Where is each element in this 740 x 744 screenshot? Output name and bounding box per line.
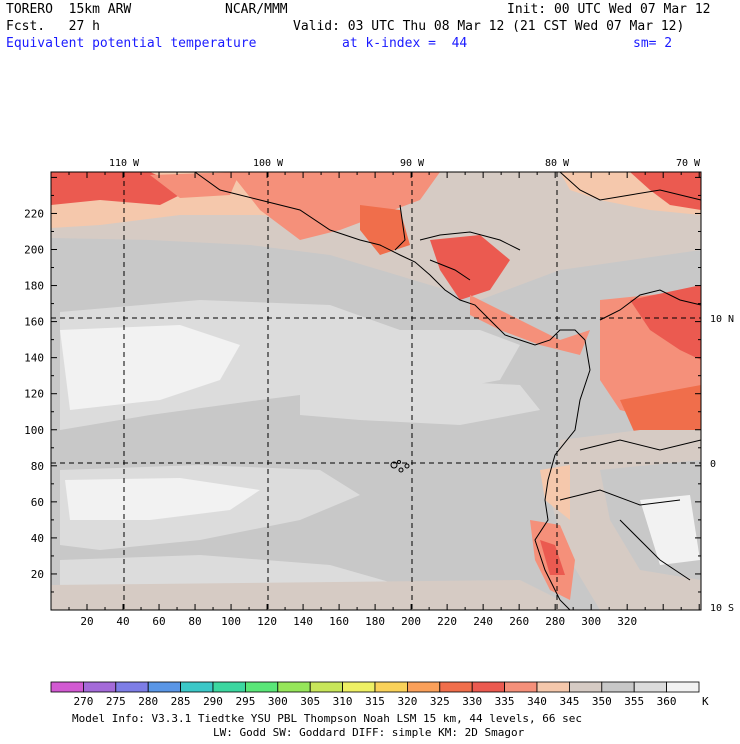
y-tick-label: 120 xyxy=(24,388,44,401)
lon-label: 110 W xyxy=(109,158,140,169)
x-tick-label: 160 xyxy=(329,615,349,628)
lon-label: 100 W xyxy=(253,158,284,169)
level-index: at k-index = 44 xyxy=(342,36,468,51)
lon-label: 80 W xyxy=(545,158,570,169)
colorbar-label: 315 xyxy=(365,695,385,708)
lat-label: 0 xyxy=(710,459,716,470)
galapagos-islands xyxy=(390,460,410,473)
x-tick-label: 240 xyxy=(473,615,493,628)
coastlines xyxy=(194,171,702,611)
x-tick-label: 300 xyxy=(581,615,601,628)
x-tick-label: 220 xyxy=(437,615,457,628)
colorbar-swatch xyxy=(536,681,570,693)
colorbar-unit: K xyxy=(702,695,709,708)
forecast-hour: Fcst. 27 h xyxy=(6,19,100,34)
lon-label: 70 W xyxy=(676,158,701,169)
colorbar-label: 345 xyxy=(559,695,579,708)
x-tick-label: 40 xyxy=(116,615,129,628)
y-tick-label: 140 xyxy=(24,352,44,365)
graticule xyxy=(51,172,701,610)
colorbar-label: 295 xyxy=(235,695,255,708)
colorbar-swatch xyxy=(439,681,473,693)
y-tick-label: 200 xyxy=(24,244,44,257)
x-tick-label: 180 xyxy=(365,615,385,628)
colorbar-label: 360 xyxy=(657,695,677,708)
colorbar-swatch xyxy=(147,681,181,693)
colorbar-swatch xyxy=(180,681,214,693)
colorbar-swatch xyxy=(50,681,84,693)
y-tick-label: 180 xyxy=(24,280,44,293)
colorbar-swatch xyxy=(277,681,311,693)
x-tick-label: 320 xyxy=(617,615,637,628)
x-tick-label: 60 xyxy=(152,615,165,628)
x-tick-label: 100 xyxy=(221,615,241,628)
x-tick-label: 200 xyxy=(401,615,421,628)
colorbar-label: 305 xyxy=(300,695,320,708)
init-time: Init: 00 UTC Wed 07 Mar 12 xyxy=(507,2,711,17)
y-tick-label: 40 xyxy=(31,532,44,545)
y-tick-label: 220 xyxy=(24,207,44,220)
colorbar-label: 355 xyxy=(624,695,644,708)
colorbar-label: 330 xyxy=(462,695,482,708)
x-tick-label: 280 xyxy=(545,615,565,628)
colorbar-swatch xyxy=(342,681,376,693)
lon-label: 90 W xyxy=(400,158,425,169)
x-tick-label: 80 xyxy=(188,615,201,628)
colorbar-swatch xyxy=(309,681,344,693)
colorbar-swatch xyxy=(115,681,149,693)
colorbar-swatch xyxy=(212,681,246,693)
colorbar-label: 310 xyxy=(333,695,353,708)
y-tick-label: 60 xyxy=(31,496,44,509)
colorbar-label: 290 xyxy=(203,695,223,708)
y-tick-label: 160 xyxy=(24,316,44,329)
colorbar-label: 340 xyxy=(527,695,547,708)
axis-ticks xyxy=(50,172,701,611)
map-frame xyxy=(50,171,702,611)
colorbar-swatch xyxy=(569,681,603,693)
y-tick-label: 80 xyxy=(31,460,44,473)
x-tick-label: 140 xyxy=(293,615,313,628)
theta-e-field xyxy=(51,172,701,610)
field-name: Equivalent potential temperature xyxy=(6,36,257,51)
colorbar-label: 275 xyxy=(106,695,126,708)
organization: NCAR/MMM xyxy=(225,2,288,17)
x-tick-label: 260 xyxy=(509,615,529,628)
colorbar-label: 285 xyxy=(171,695,191,708)
y-tick-label: 20 xyxy=(31,568,44,581)
lat-label: 10 N xyxy=(710,314,734,325)
colorbar-label: 335 xyxy=(495,695,515,708)
model-info-line1: Model Info: V3.3.1 Tiedtke YSU PBL Thomp… xyxy=(72,712,582,725)
x-tick-label: 20 xyxy=(80,615,93,628)
colorbar-label: 270 xyxy=(73,695,93,708)
colorbar-label: 320 xyxy=(397,695,417,708)
lat-label: 10 S xyxy=(710,603,734,614)
model-info-line2: LW: Godd SW: Goddard DIFF: simple KM: 2D… xyxy=(213,726,525,739)
colorbar-label: 300 xyxy=(268,695,288,708)
color-bar xyxy=(50,681,700,693)
colorbar-swatch xyxy=(601,681,635,693)
y-tick-label: 100 xyxy=(24,424,44,437)
valid-time: Valid: 03 UTC Thu 08 Mar 12 (21 CST Wed … xyxy=(293,19,685,34)
colorbar-label: 280 xyxy=(138,695,158,708)
colorbar-label: 325 xyxy=(430,695,450,708)
colorbar-label: 350 xyxy=(592,695,612,708)
colorbar-swatch xyxy=(244,681,279,693)
colorbar-swatch xyxy=(633,681,668,693)
colorbar-swatch xyxy=(83,681,117,693)
colorbar-swatch xyxy=(471,681,506,693)
smoothing: sm= 2 xyxy=(633,36,673,51)
colorbar-swatch xyxy=(504,681,538,693)
colorbar-swatch xyxy=(406,681,441,693)
x-tick-label: 120 xyxy=(257,615,277,628)
colorbar-swatch xyxy=(374,681,408,693)
colorbar-swatch xyxy=(666,681,700,693)
model-name: TORERO 15km ARW xyxy=(6,2,132,17)
